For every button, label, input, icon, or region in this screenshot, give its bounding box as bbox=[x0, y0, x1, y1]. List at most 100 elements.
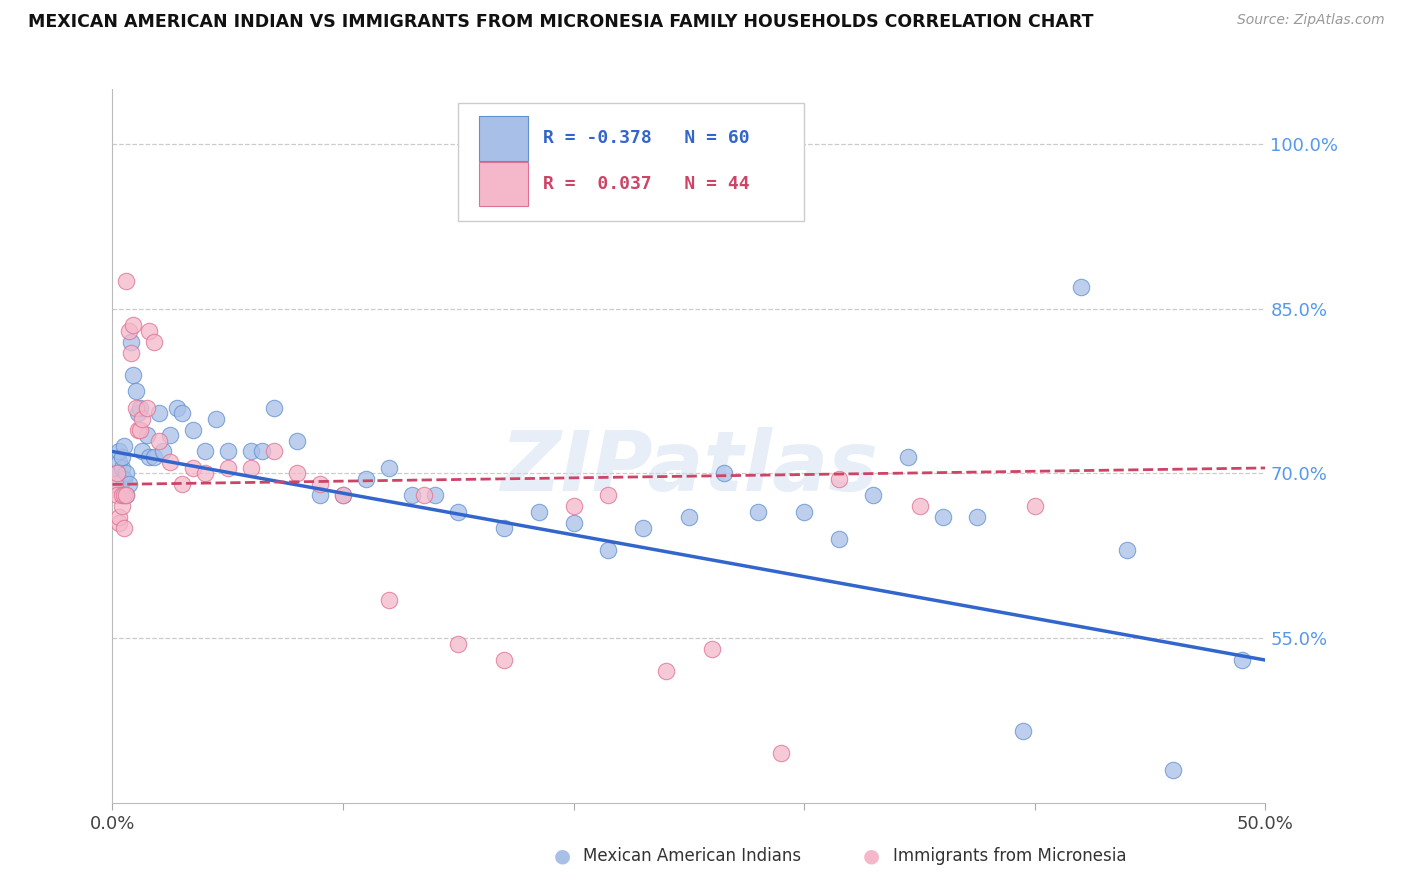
Text: Mexican American Indians: Mexican American Indians bbox=[583, 847, 801, 865]
Point bbox=[401, 488, 423, 502]
Point bbox=[159, 455, 181, 469]
Point bbox=[378, 461, 401, 475]
Point bbox=[181, 461, 204, 475]
FancyBboxPatch shape bbox=[479, 162, 527, 206]
Point bbox=[148, 406, 170, 420]
Point bbox=[217, 461, 239, 475]
Point bbox=[127, 406, 149, 420]
Point bbox=[354, 472, 377, 486]
Point bbox=[655, 664, 678, 678]
Point bbox=[105, 488, 128, 502]
Point bbox=[678, 510, 700, 524]
Point bbox=[194, 467, 217, 481]
Point bbox=[138, 324, 160, 338]
Point bbox=[1070, 280, 1092, 294]
Text: R = -0.378   N = 60: R = -0.378 N = 60 bbox=[543, 129, 749, 147]
Point bbox=[332, 488, 354, 502]
Point bbox=[931, 510, 953, 524]
Point bbox=[108, 455, 131, 469]
Point bbox=[332, 488, 354, 502]
Point bbox=[793, 505, 815, 519]
Point bbox=[111, 488, 134, 502]
Point bbox=[115, 274, 138, 288]
Point bbox=[131, 411, 153, 425]
Point bbox=[112, 472, 135, 486]
Point bbox=[120, 345, 142, 359]
Point bbox=[136, 401, 159, 415]
Point bbox=[1012, 724, 1035, 739]
Point bbox=[115, 488, 138, 502]
Point bbox=[104, 472, 127, 486]
Point bbox=[111, 461, 134, 475]
Point bbox=[309, 488, 332, 502]
Point bbox=[1024, 500, 1046, 514]
Point bbox=[115, 467, 138, 481]
Point bbox=[129, 423, 152, 437]
Point bbox=[117, 477, 139, 491]
Point bbox=[105, 467, 128, 481]
Point bbox=[111, 500, 134, 514]
Point bbox=[112, 439, 135, 453]
Point bbox=[447, 637, 470, 651]
Point bbox=[239, 444, 262, 458]
Point bbox=[598, 543, 620, 558]
Point bbox=[129, 401, 152, 415]
Point bbox=[170, 477, 193, 491]
Point bbox=[447, 505, 470, 519]
Point bbox=[378, 592, 401, 607]
Point bbox=[122, 368, 145, 382]
Point bbox=[194, 444, 217, 458]
Point bbox=[111, 450, 134, 464]
Point bbox=[205, 411, 228, 425]
Point bbox=[105, 467, 128, 481]
Point bbox=[966, 510, 988, 524]
Point bbox=[700, 642, 723, 657]
Point bbox=[897, 450, 920, 464]
Point bbox=[285, 467, 308, 481]
Point bbox=[104, 477, 127, 491]
Point bbox=[152, 444, 174, 458]
Point bbox=[309, 477, 332, 491]
Point bbox=[108, 516, 131, 530]
Point bbox=[166, 401, 188, 415]
Point bbox=[713, 467, 735, 481]
Point bbox=[425, 488, 447, 502]
Text: Source: ZipAtlas.com: Source: ZipAtlas.com bbox=[1237, 13, 1385, 28]
Text: ZIPatlas: ZIPatlas bbox=[501, 427, 877, 508]
Point bbox=[138, 450, 160, 464]
FancyBboxPatch shape bbox=[479, 116, 527, 161]
Point bbox=[527, 505, 550, 519]
Point bbox=[598, 488, 620, 502]
Point bbox=[562, 500, 585, 514]
Point bbox=[217, 444, 239, 458]
Point bbox=[122, 318, 145, 333]
Point bbox=[239, 461, 262, 475]
Point bbox=[108, 510, 131, 524]
Point bbox=[747, 505, 769, 519]
Point bbox=[115, 488, 138, 502]
Text: R =  0.037   N = 44: R = 0.037 N = 44 bbox=[543, 175, 749, 193]
Point bbox=[143, 334, 166, 349]
Point bbox=[170, 406, 193, 420]
Point bbox=[148, 434, 170, 448]
Point bbox=[631, 521, 654, 535]
Text: Immigrants from Micronesia: Immigrants from Micronesia bbox=[893, 847, 1126, 865]
Point bbox=[862, 488, 884, 502]
Point bbox=[143, 450, 166, 464]
Point bbox=[159, 428, 181, 442]
Point bbox=[112, 521, 135, 535]
Point bbox=[828, 533, 851, 547]
Point bbox=[1232, 653, 1254, 667]
Point bbox=[908, 500, 931, 514]
Point bbox=[124, 384, 146, 398]
Point bbox=[108, 444, 131, 458]
Point bbox=[136, 428, 159, 442]
Point bbox=[124, 401, 146, 415]
Text: MEXICAN AMERICAN INDIAN VS IMMIGRANTS FROM MICRONESIA FAMILY HOUSEHOLDS CORRELAT: MEXICAN AMERICAN INDIAN VS IMMIGRANTS FR… bbox=[28, 13, 1094, 31]
Point bbox=[562, 516, 585, 530]
Point bbox=[828, 472, 851, 486]
Point bbox=[112, 488, 135, 502]
Point bbox=[181, 423, 204, 437]
Point bbox=[770, 747, 793, 761]
Point bbox=[494, 653, 516, 667]
